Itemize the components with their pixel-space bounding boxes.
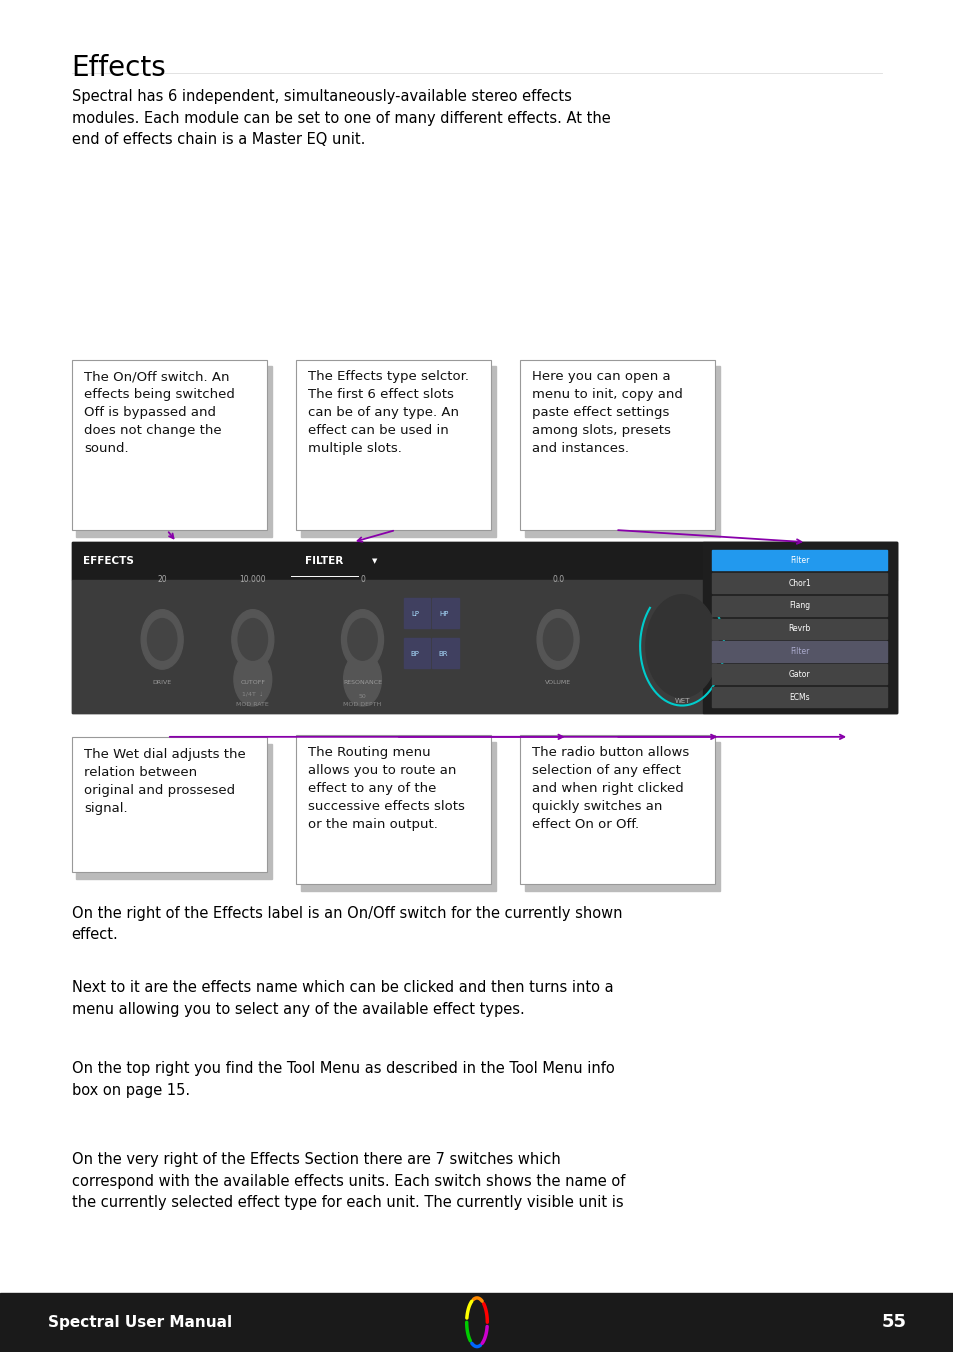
Text: 10.000: 10.000 [239, 575, 266, 584]
Text: Filter: Filter [789, 648, 809, 656]
Text: Flang: Flang [788, 602, 809, 610]
Text: Gator: Gator [788, 669, 810, 679]
Text: The radio button allows
selection of any effect
and when right clicked
quickly s: The radio button allows selection of any… [532, 746, 689, 831]
Circle shape [148, 619, 176, 660]
Bar [524, 366, 720, 537]
Text: Here you can open a
menu to init, copy and
paste effect settings
among slots, pr: Here you can open a menu to init, copy a… [532, 370, 682, 456]
Bar [712, 550, 886, 571]
Text: The Routing menu
allows you to route an
effect to any of the
successive effects : The Routing menu allows you to route an … [308, 746, 464, 831]
Circle shape [537, 610, 578, 669]
Text: On the top right you find the Tool Menu as described in the Tool Menu info
box o: On the top right you find the Tool Menu … [71, 1061, 614, 1098]
Text: ▼: ▼ [372, 558, 377, 564]
Text: The Wet dial adjusts the
relation between
original and prossesed
signal.: The Wet dial adjusts the relation betwee… [84, 748, 246, 815]
Text: MOD DEPTH: MOD DEPTH [343, 702, 381, 707]
Bar [295, 735, 491, 884]
Bar [71, 360, 267, 530]
Bar [712, 619, 886, 638]
Text: 55: 55 [881, 1313, 905, 1332]
Bar [519, 735, 715, 884]
Circle shape [141, 610, 183, 669]
Circle shape [343, 653, 381, 706]
Bar [432, 598, 458, 627]
Circle shape [645, 595, 718, 698]
Text: BR: BR [438, 652, 448, 657]
Bar [712, 596, 886, 617]
Text: 20: 20 [157, 575, 167, 584]
Text: Effects: Effects [71, 54, 166, 82]
Text: 1/4T  ♩: 1/4T ♩ [242, 692, 263, 696]
Text: Spectral has 6 independent, simultaneously-available stereo effects
modules. Eac: Spectral has 6 independent, simultaneous… [71, 89, 610, 147]
Bar [524, 742, 720, 891]
Text: FX 2  ▼: FX 2 ▼ [733, 692, 763, 702]
Text: 0: 0 [359, 575, 365, 584]
Bar [71, 542, 896, 580]
Text: Chor1: Chor1 [787, 579, 810, 588]
Text: Revrb: Revrb [788, 625, 810, 633]
Bar [712, 687, 886, 707]
Circle shape [233, 653, 272, 706]
Text: CUTOFF: CUTOFF [240, 680, 265, 685]
Circle shape [232, 610, 274, 669]
Text: HP: HP [438, 611, 448, 617]
Bar [712, 641, 886, 661]
Text: FILTER: FILTER [305, 556, 343, 566]
Text: Next to it are the effects name which can be clicked and then turns into a
menu : Next to it are the effects name which ca… [71, 980, 613, 1017]
Text: BP: BP [410, 652, 419, 657]
Bar [300, 366, 496, 537]
Bar [295, 360, 491, 530]
Text: 0.0: 0.0 [552, 575, 563, 584]
Bar [432, 638, 458, 668]
Circle shape [341, 610, 383, 669]
Text: The Effects type selctor.
The first 6 effect slots
can be of any type. An
effect: The Effects type selctor. The first 6 ef… [308, 370, 469, 456]
Bar [519, 360, 715, 530]
Text: MOD RATE: MOD RATE [236, 702, 269, 707]
Bar [71, 580, 896, 713]
Text: LP: LP [411, 611, 418, 617]
Text: RESONANCE: RESONANCE [343, 680, 381, 685]
Bar [0, 1293, 953, 1352]
Bar [712, 573, 886, 594]
Bar [403, 598, 430, 627]
Bar [71, 542, 896, 713]
Bar [712, 664, 886, 684]
Circle shape [348, 619, 376, 660]
Bar [702, 542, 896, 713]
Text: VOLUME: VOLUME [544, 680, 571, 685]
Circle shape [543, 619, 572, 660]
Bar [76, 744, 272, 879]
Text: On the very right of the Effects Section there are 7 switches which
correspond w: On the very right of the Effects Section… [71, 1152, 624, 1210]
Bar [403, 638, 430, 668]
Text: WET: WET [674, 699, 689, 704]
Text: 50: 50 [358, 694, 366, 699]
Bar [71, 737, 267, 872]
Bar [300, 742, 496, 891]
Text: Spectral User Manual: Spectral User Manual [48, 1314, 232, 1330]
Text: ECMs: ECMs [789, 692, 809, 702]
Text: EFFECTS: EFFECTS [83, 556, 133, 566]
Bar [76, 366, 272, 537]
Text: Filter: Filter [789, 556, 809, 565]
Text: The On/Off switch. An
effects being switched
Off is bypassed and
does not change: The On/Off switch. An effects being swit… [84, 370, 234, 456]
Circle shape [238, 619, 267, 660]
Text: DRIVE: DRIVE [152, 680, 172, 685]
Text: On the right of the Effects label is an On/Off switch for the currently shown
ef: On the right of the Effects label is an … [71, 906, 621, 942]
